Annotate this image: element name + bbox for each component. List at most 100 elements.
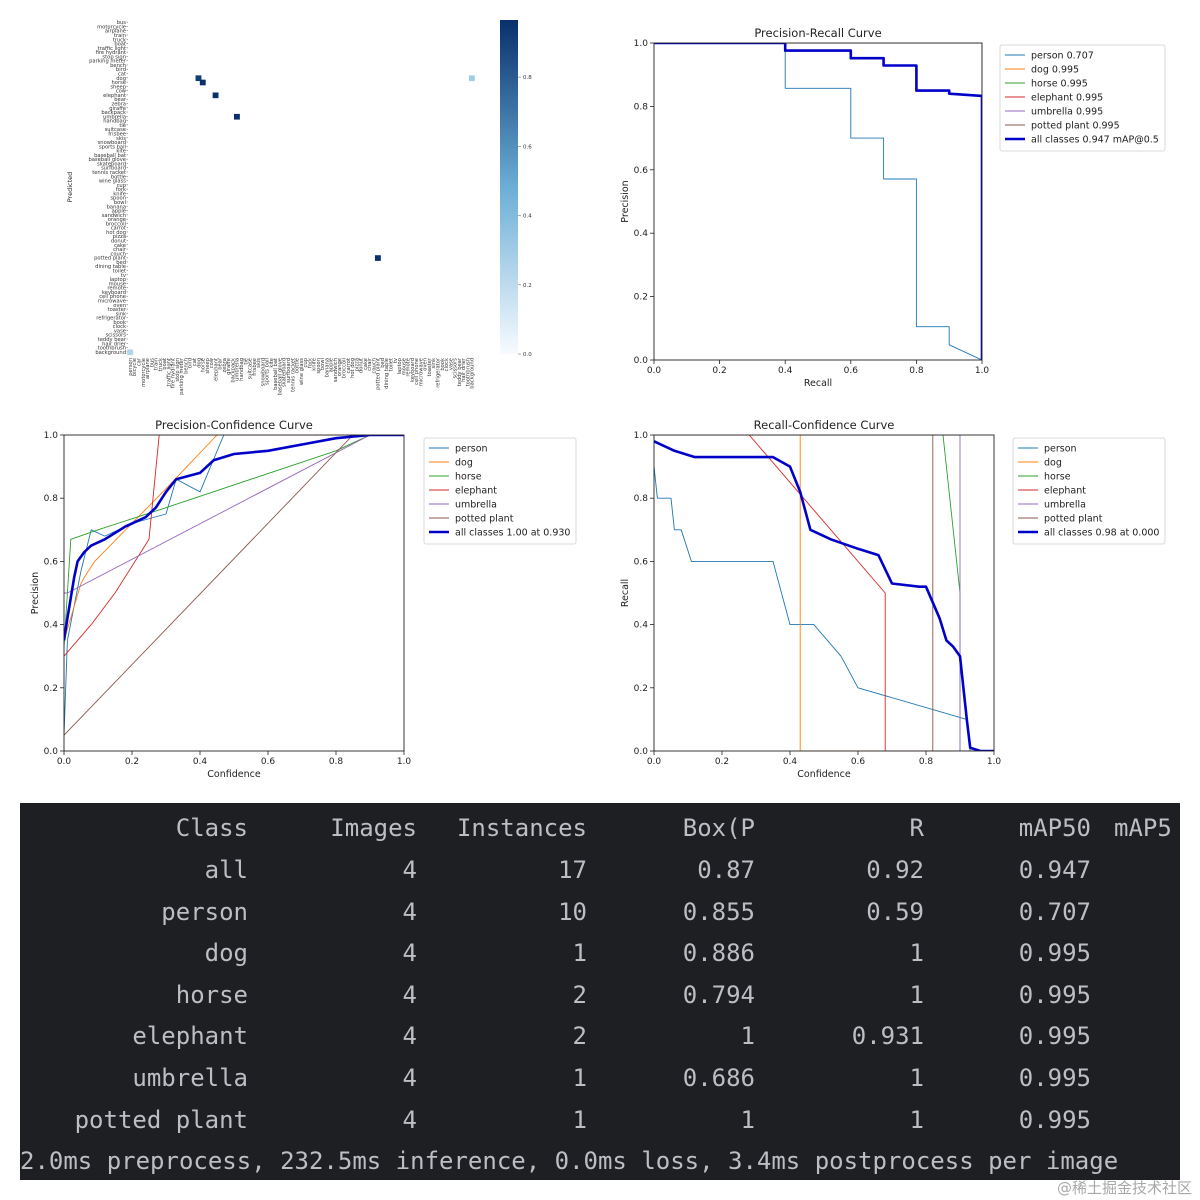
table-row: person 4 10 0.855 0.59 0.707: [20, 892, 1180, 932]
column-label: baseball glove: [277, 358, 283, 396]
column-label: vase: [448, 358, 454, 370]
column-label: potted plant: [376, 358, 382, 390]
charts-canvas: Precision-Recall Curve 0.0 0.2 0.4 0.6 0.8 1.0…: [30, 20, 1166, 780]
plot-frame: [653, 434, 995, 752]
legend-entry: dog: [1044, 458, 1062, 469]
column-label: teddy bear: [457, 357, 463, 386]
row-label: boat: [114, 42, 126, 48]
colorbar: [500, 20, 518, 354]
row-label: spoon: [110, 196, 126, 202]
column-label: laptop: [397, 357, 403, 374]
column-label: knife: [312, 358, 318, 371]
y-tick-label: 0.4: [44, 621, 59, 631]
series-group: [654, 435, 994, 751]
y-tick-label: 1.0: [44, 431, 59, 441]
series-line-dog: [64, 435, 404, 641]
row-label: fork: [116, 187, 126, 193]
table-cell: 1: [572, 1105, 587, 1134]
row-label: baseball bat: [94, 153, 126, 159]
x-axis-label: Confidence: [797, 769, 851, 780]
table-header-cell: Images: [330, 814, 417, 842]
row-label: background: [95, 350, 126, 356]
table-cell: 0.794: [682, 980, 755, 1009]
y-tick-label: 0.6: [634, 557, 649, 567]
column-label: orange: [337, 358, 343, 376]
column-label: bottle: [295, 358, 301, 373]
column-label: tie: [243, 358, 249, 365]
column-label: bed: [380, 358, 386, 368]
x-axis-label: Confidence: [207, 769, 261, 780]
x-tick-label: 0.0: [647, 757, 662, 767]
column-label: snowboard: [260, 358, 266, 386]
row-label: refrigerator: [96, 316, 127, 322]
heatmap-cell: [374, 255, 381, 261]
column-label: frisbee: [252, 358, 258, 376]
column-label: chair: [367, 357, 373, 371]
chart-precision-recall-curve: Precision-Recall Curve 0.0 0.2 0.4 0.6 0.8 1.0…: [620, 26, 1166, 389]
table-header-cell: Class: [175, 814, 248, 842]
series-line-all: [64, 435, 404, 641]
series-line-elephant: [654, 435, 994, 751]
row-label: broccoli: [106, 221, 126, 227]
table-cell: elephant: [132, 1022, 248, 1051]
legend-entry: person: [1044, 444, 1077, 455]
row-label: snowboard: [98, 140, 126, 146]
legend: person dog horse elephant umbrella potted pla…: [1012, 437, 1166, 545]
watermark: @稀土掘金技术社区: [1056, 1179, 1192, 1197]
column-label: remote: [406, 358, 412, 377]
row-label: parking meter: [89, 59, 127, 65]
table-cell: 0.995: [1018, 939, 1091, 968]
legend-entry: dog: [455, 458, 473, 469]
table-cell: all: [204, 856, 248, 884]
row-label: donut: [111, 239, 126, 245]
y-tick-label: 0.4: [634, 621, 649, 631]
heatmap-cell: [233, 113, 240, 120]
column-label: motorcycle: [141, 358, 147, 387]
table-header-cell: Instances: [456, 814, 587, 842]
row-label: vase: [114, 328, 126, 334]
y-tick-label: 0.2: [44, 684, 58, 694]
heatmap-cell: [127, 349, 134, 356]
column-label: cup: [303, 357, 309, 367]
row-label: hot dog: [106, 230, 126, 236]
column-label: suitcase: [248, 358, 254, 379]
row-label: frisbee: [108, 131, 126, 137]
row-label: zebra: [111, 102, 126, 108]
x-tick-label: 0.0: [647, 366, 662, 376]
table-cell: 4: [402, 897, 417, 926]
table-row: elephant 4 2 1 0.931 0.995: [20, 1016, 1180, 1056]
y-tick-label: 0.6: [44, 557, 59, 567]
series-line-elephant: [64, 435, 404, 657]
heatmap-cell: [195, 75, 202, 82]
table-cell: horse: [175, 980, 248, 1009]
row-label: dog: [116, 76, 126, 82]
column-label: toaster: [427, 357, 433, 376]
row-label: clock: [113, 324, 126, 330]
column-label: boat: [162, 358, 168, 370]
column-label: elephant: [213, 358, 219, 381]
row-label: potted plant: [94, 256, 126, 262]
series-line-dog: [654, 435, 994, 751]
legend-entry: horse: [455, 472, 482, 483]
legend-entry: horse 0.995: [1031, 79, 1088, 90]
column-label: person: [128, 358, 134, 376]
table-cell: 1: [909, 1105, 924, 1134]
column-label: book: [440, 358, 446, 371]
x-tick-label: 0.2: [715, 757, 729, 767]
table-cell: 10: [558, 897, 587, 926]
row-label: tie: [119, 123, 126, 129]
column-label: bus: [149, 358, 155, 368]
row-label: wine glass: [99, 179, 126, 185]
column-label: car: [136, 357, 142, 366]
column-label: truck: [158, 358, 164, 371]
y-tick-label: 0.2: [634, 293, 648, 303]
table-row: dog 4 1 0.886 1 0.995: [20, 933, 1180, 973]
row-label: bench: [110, 63, 126, 69]
legend-entry: all classes 0.947 mAP@0.5: [1031, 135, 1159, 146]
row-label: train: [114, 33, 126, 39]
table-cell: 1: [740, 1105, 755, 1134]
table-cell: potted plant: [74, 1105, 248, 1134]
row-label: baseball glove: [88, 157, 126, 163]
colorbar-tick-label: 0.0: [523, 352, 532, 358]
legend-entry: umbrella: [1044, 500, 1086, 511]
